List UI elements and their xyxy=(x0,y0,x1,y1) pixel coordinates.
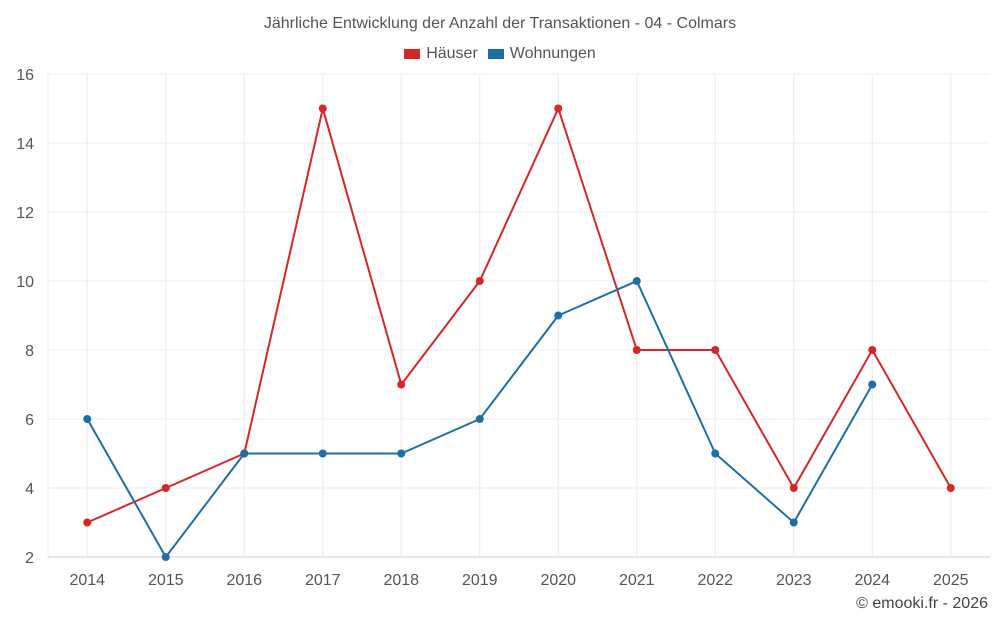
x-tick-label: 2014 xyxy=(69,572,105,589)
y-tick-label: 8 xyxy=(25,343,34,360)
data-point-wohnungen xyxy=(83,415,92,423)
data-point-haeuser xyxy=(711,346,720,354)
data-point-haeuser xyxy=(868,346,877,354)
data-point-wohnungen xyxy=(789,518,798,527)
x-tick-label: 2021 xyxy=(619,572,655,589)
data-point-wohnungen xyxy=(554,311,563,320)
legend-label-wohnungen: Wohnungen xyxy=(509,45,596,62)
x-tick-label: 2016 xyxy=(226,572,262,589)
copyright-credit: © emooki.fr - 2026 xyxy=(856,595,988,612)
chart-title: Jährliche Entwicklung der Anzahl der Tra… xyxy=(263,15,737,32)
x-tick-label: 2017 xyxy=(305,572,341,589)
x-tick-label: 2015 xyxy=(148,572,184,589)
data-point-haeuser xyxy=(789,484,798,492)
data-point-wohnungen xyxy=(868,380,877,389)
data-point-haeuser xyxy=(632,346,641,354)
x-tick-label: 2022 xyxy=(697,572,733,589)
legend-item-wohnungen[interactable]: Wohnungen xyxy=(487,45,596,63)
y-tick-label: 10 xyxy=(16,274,34,291)
data-point-wohnungen xyxy=(632,277,641,285)
data-point-wohnungen xyxy=(161,553,170,561)
y-tick-label: 2 xyxy=(25,550,34,567)
y-tick-label: 14 xyxy=(16,136,34,153)
legend-swatch-wohnungen xyxy=(487,49,504,59)
data-point-haeuser xyxy=(946,484,955,492)
data-point-wohnungen xyxy=(711,449,720,458)
data-point-wohnungen xyxy=(318,449,327,458)
x-tick-label: 2023 xyxy=(776,572,812,589)
legend-swatch-haeuser xyxy=(404,49,421,59)
data-point-haeuser xyxy=(397,380,406,389)
data-point-haeuser xyxy=(554,104,563,113)
data-point-haeuser xyxy=(83,518,92,527)
x-tick-label: 2025 xyxy=(933,572,969,589)
data-point-haeuser xyxy=(475,277,484,285)
data-point-wohnungen xyxy=(475,415,484,423)
x-tick-label: 2019 xyxy=(462,572,498,589)
x-tick-label: 2020 xyxy=(540,572,576,589)
y-tick-label: 6 xyxy=(25,412,34,429)
data-point-haeuser xyxy=(318,104,327,113)
chart-legend: Häuser Wohnungen xyxy=(0,45,1000,63)
series-line-haeuser xyxy=(86,107,952,524)
x-tick-label: 2018 xyxy=(383,572,419,589)
y-tick-label: 16 xyxy=(16,67,34,84)
y-tick-label: 4 xyxy=(25,481,34,498)
data-point-wohnungen xyxy=(240,449,249,458)
legend-label-haeuser: Häuser xyxy=(426,45,478,62)
x-tick-label: 2024 xyxy=(854,572,890,589)
legend-item-haeuser[interactable]: Häuser xyxy=(404,45,478,63)
y-tick-label: 12 xyxy=(16,205,34,222)
data-point-wohnungen xyxy=(397,449,406,458)
data-point-haeuser xyxy=(161,484,170,492)
